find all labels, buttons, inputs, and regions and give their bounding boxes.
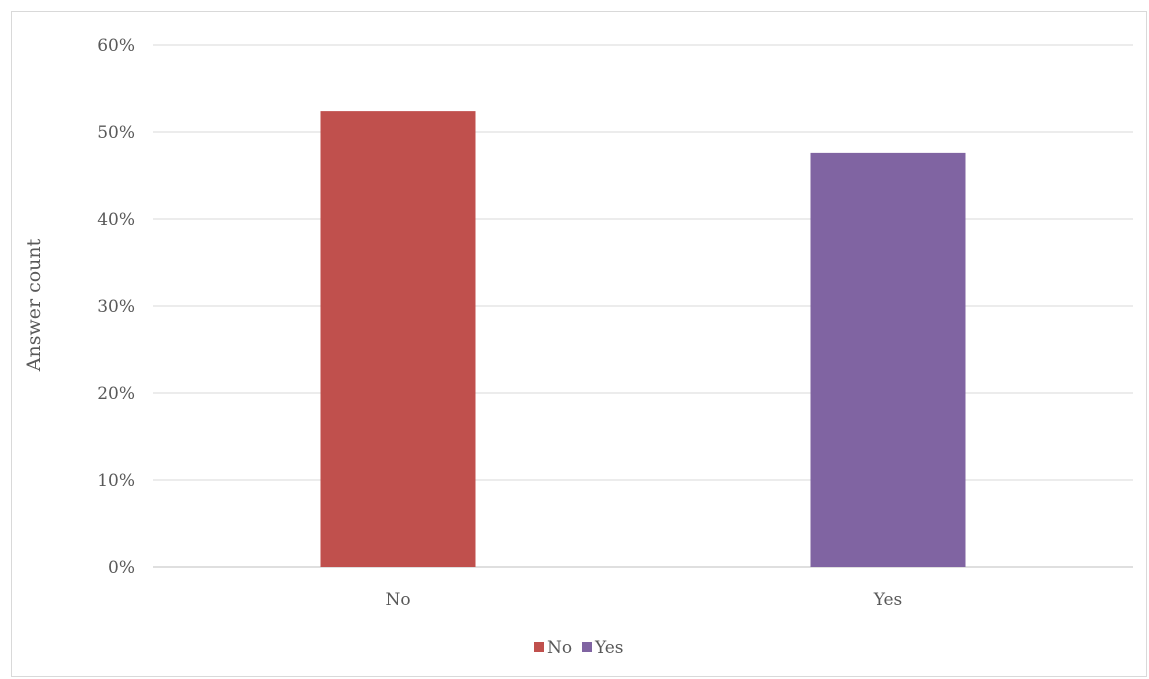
bar-no	[320, 111, 476, 568]
y-tick-label: 60%	[97, 36, 135, 56]
axes: 0% 10% 20% 30% 40% 50% 60% No Yes	[97, 36, 902, 610]
x-tick-label: No	[385, 590, 410, 610]
bar-yes	[810, 152, 966, 567]
y-tick-label: 20%	[97, 384, 135, 404]
legend: No Yes	[534, 638, 624, 658]
y-tick-label: 30%	[97, 297, 135, 317]
bars	[320, 111, 966, 568]
y-tick-label: 40%	[97, 210, 135, 230]
legend-label-no: No	[547, 638, 572, 658]
y-axis-title: Answer count	[23, 238, 45, 372]
y-tick-label: 0%	[108, 558, 135, 578]
legend-swatch-yes	[582, 642, 592, 652]
legend-swatch-no	[534, 642, 544, 652]
legend-label-yes: Yes	[594, 638, 624, 658]
gridlines	[153, 44, 1133, 568]
y-tick-label: 50%	[97, 123, 135, 143]
x-tick-label: Yes	[873, 590, 903, 610]
y-tick-label: 10%	[97, 471, 135, 491]
